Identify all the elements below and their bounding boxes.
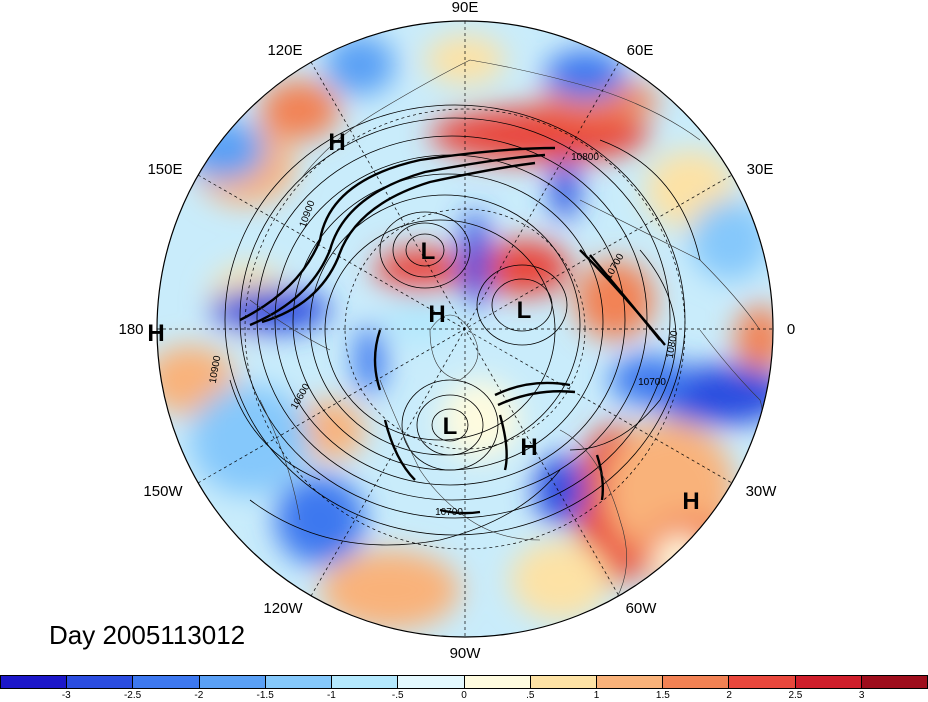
colorbar-box — [729, 676, 796, 688]
colorbar-tick-label: 3 — [858, 690, 865, 701]
lon-label-30w: 30W — [746, 483, 778, 500]
colorbar-box — [1, 676, 68, 688]
high-marker: H — [328, 129, 345, 156]
colorbar-box — [332, 676, 399, 688]
colorbar-tick-label: 2 — [726, 690, 732, 701]
low-marker: L — [517, 297, 532, 324]
contour-label: 10800 — [571, 152, 599, 163]
lon-label-30e: 30E — [747, 161, 774, 178]
colorbar-tick-label: 0 — [461, 690, 467, 701]
longitude-labels: 90E 60E 30E 0 30W 60W 90W 120W 150W 180 … — [118, 0, 795, 662]
contour-label: 10900 — [208, 354, 224, 384]
colorbar-box — [67, 676, 134, 688]
high-marker: H — [147, 320, 164, 347]
contour-label: 10800 — [665, 329, 681, 359]
colorbar-tick-label: -2 — [194, 690, 204, 701]
lon-label-60w: 60W — [626, 600, 658, 617]
high-marker: H — [682, 488, 699, 515]
colorbar-box — [795, 676, 862, 688]
lon-label-90w: 90W — [450, 645, 482, 662]
colorbar-box — [861, 676, 928, 688]
colorbar-tick-label: -3 — [61, 690, 71, 701]
map-boundary — [156, 20, 774, 638]
jet-streaks — [239, 146, 666, 515]
colorbar-box — [199, 676, 266, 688]
lon-label-90e: 90E — [452, 0, 479, 16]
colorbar-tick-labels: -3 -2.5 -2 -1.5 -1 -.5 0 .5 1 1.5 2 2.5 3 — [0, 690, 928, 702]
colorbar-tick-label: 2.5 — [788, 690, 803, 701]
colorbar-tick-label: -2.5 — [123, 690, 142, 701]
high-marker: H — [428, 301, 445, 328]
colorbar-box — [663, 676, 730, 688]
high-marker: H — [520, 434, 537, 461]
colorbar-tick-label: -1.5 — [256, 690, 274, 701]
anomaly-shading — [157, 21, 773, 637]
low-marker: L — [443, 413, 458, 440]
colorbar-box — [133, 676, 200, 688]
colorbar-tick-label: 1.5 — [655, 690, 670, 701]
lon-label-0: 0 — [787, 321, 795, 338]
coastlines — [249, 59, 763, 621]
colorbar-box — [265, 676, 333, 688]
colorbar — [0, 675, 928, 689]
day-label: Day 2005113012 — [49, 620, 246, 650]
lon-label-60e: 60E — [627, 42, 654, 59]
low-marker: L — [421, 238, 436, 265]
lon-label-150w: 150W — [143, 483, 183, 500]
lon-label-150e: 150E — [147, 161, 182, 178]
colorbar-box — [464, 676, 531, 688]
colorbar-tick-label: -1 — [326, 690, 336, 701]
contour-label: 10700 — [435, 507, 463, 518]
colorbar-box — [596, 676, 664, 688]
pressure-centers: H L H L L H H H — [147, 129, 699, 515]
lon-label-180: 180 — [118, 321, 143, 338]
height-contours — [224, 104, 701, 546]
colorbar-box — [398, 676, 465, 688]
colorbar-box — [530, 676, 597, 688]
colorbar-tick-label: 1 — [593, 690, 600, 701]
colorbar-tick-label: .5 — [526, 690, 535, 701]
colorbar-tick-label: -.5 — [391, 690, 404, 701]
graticule — [157, 21, 773, 637]
lon-label-120w: 120W — [263, 600, 303, 617]
contour-label: 10700 — [638, 377, 666, 388]
lon-label-120e: 120E — [267, 42, 302, 59]
